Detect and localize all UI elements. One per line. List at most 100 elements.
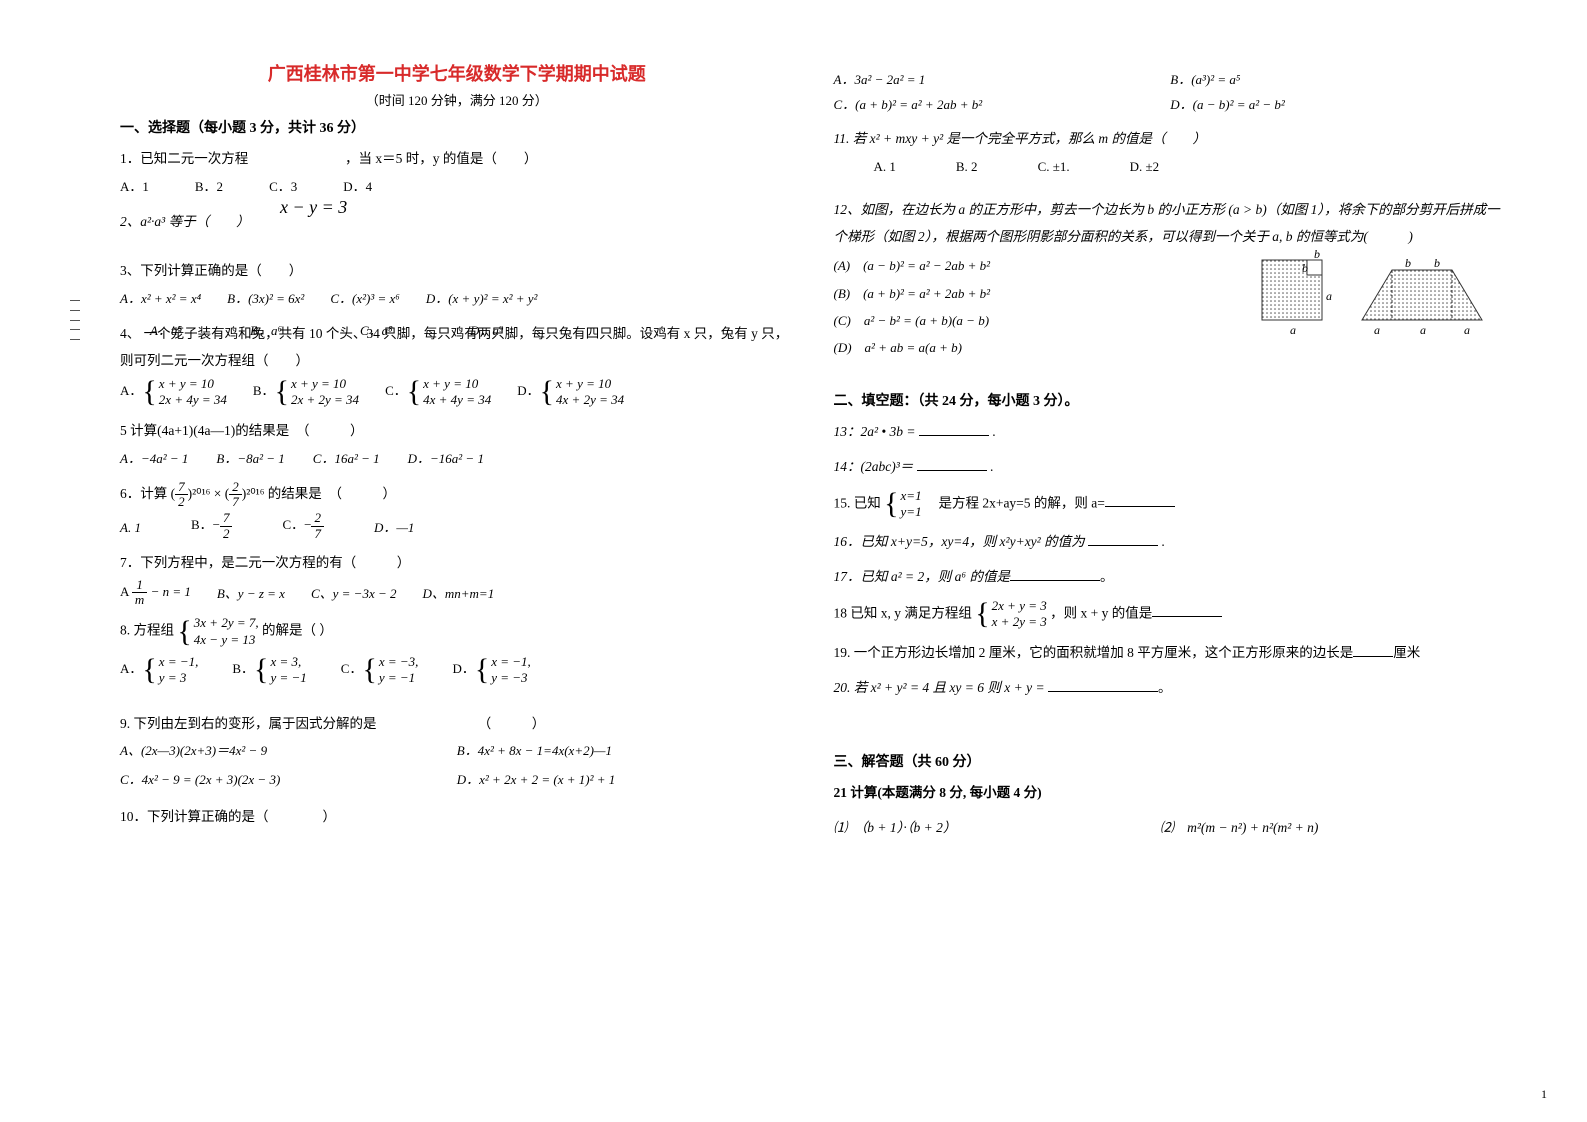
question-20: 20. 若 x² + y² = 4 且 xy = 6 则 x + y = 。 — [834, 674, 1508, 701]
q10-opt-c: C．(a + b)² = a² + 2ab + b² — [834, 93, 1171, 118]
q5-stem: 5 计算(4a+1)(4a—1)的结果是 （ ） — [120, 423, 363, 438]
svg-text:b: b — [1302, 261, 1308, 275]
question-19: 19. 一个正方形边长增加 2 厘米，它的面积就增加 8 平方厘米，这个正方形原… — [834, 639, 1508, 666]
q9-opt-d: D．x² + 2x + 2 = (x + 1)² + 1 — [457, 766, 794, 795]
q13-blank[interactable] — [919, 421, 989, 436]
q4-opt-a: A．{x + y = 102x + 4y = 34 — [120, 376, 227, 409]
question-7: 7．下列方程中，是二元一次方程的有（ ） A 1m − n = 1 B、y − … — [120, 549, 794, 608]
q6-stem-b: )²⁰¹⁶ × ( — [188, 486, 230, 501]
question-17: 17．已知 a² = 2，则 a⁶ 的值是。 — [834, 563, 1508, 590]
q6-opt-c: C．−27 — [282, 511, 324, 541]
question-18: 18 已知 x, y 满足方程组 {2x + y = 3x + 2y = 3 ，… — [834, 598, 1508, 631]
q17-blank[interactable] — [1010, 566, 1100, 581]
q3-opt-c: C．(x²)³ = x⁶ — [330, 286, 399, 312]
question-4: 4、 一个笼子装有鸡和兔，共有 10 个头、34 只脚，每只鸡有两只脚，每只兔有… — [120, 320, 794, 409]
q5-options: A．−4a² − 1 B．−8a² − 1 C．16a² − 1 D．−16a²… — [120, 446, 794, 472]
q2-opt-c-overlap: C．a⁸ — [360, 318, 393, 344]
q4-stem: 4、 一个笼子装有鸡和兔，共有 10 个头、34 只脚，每只鸡有两只脚，每只兔有… — [120, 326, 788, 341]
question-6: 6．计算 (72)²⁰¹⁶ × (27)²⁰¹⁶ 的结果是 （ ） A. 1 B… — [120, 480, 794, 541]
q3-options: A．x² + x² = x⁴ B．(3x)² = 6x² C．(x²)³ = x… — [120, 286, 794, 312]
q11-stem: 11. 若 x² + mxy + y² 是一个完全平方式，那么 m 的值是（ ） — [834, 131, 1207, 146]
question-14: 14：(2abc)³＝ . — [834, 453, 1508, 480]
q11-options: A. 1 B. 2 C. ±1. D. ±2 — [834, 154, 1508, 180]
question-10: 10．下列计算正确的是（ ） — [120, 803, 794, 830]
q3-opt-a: A．x² + x² = x⁴ — [120, 286, 201, 312]
q2-stem: 2、a²·a³ 等于（ ） — [120, 214, 250, 229]
question-2: 2、a²·a³ 等于（ ） — [120, 208, 794, 235]
q10-options-block: A．3a² − 2a² = 1 B．(a³)² = a⁵ C．(a + b)² … — [834, 68, 1508, 117]
q1-stem-b: ，当 x＝5 时，y 的值是（ ） — [345, 151, 537, 166]
q2-opt-b-overlap: B．a⁶ — [250, 318, 282, 344]
q19-blank[interactable] — [1353, 642, 1393, 657]
q6-opt-b: B．−72 — [191, 511, 233, 541]
q1-stem-a: 1．已知二元一次方程 — [120, 151, 248, 166]
q12-svg: b a a b b b a a a — [1257, 250, 1497, 340]
svg-text:a: a — [1464, 323, 1470, 337]
q4-opt-d: D．{x + y = 104x + 2y = 34 — [517, 376, 624, 409]
question-1: 1．已知二元一次方程 ，当 x＝5 时，y 的值是（ ） A．1 B．2 C．3… — [120, 145, 794, 200]
question-9: 9. 下列由左到右的变形，属于因式分解的是 （ ） A、(2x—3)(2x+3)… — [120, 710, 794, 794]
q8-options: A．{x = −1,y = 3 B．{x = 3,y = −1 C．{x = −… — [120, 654, 794, 687]
q7-opt-c: C、y = −3x − 2 — [311, 581, 397, 607]
q3-opt-d: D．(x + y)² = x² + y² — [426, 286, 538, 312]
q6-stem-a: 6．计算 ( — [120, 486, 175, 501]
question-21-parts: ⑴ （b + 1）·（b + 2） ⑵ m²(m − n²) + n²(m² +… — [834, 814, 1508, 841]
q1-opt-a: A．1 — [120, 174, 169, 200]
q7-options: A 1m − n = 1 B、y − z = x C、y = −3x − 2 D… — [120, 578, 794, 608]
q8-opt-d: D．{x = −1,y = −3 — [452, 654, 530, 687]
question-8: 8. 方程组 {3x + 2y = 7,4x − y = 13 的解是（ ） A… — [120, 615, 794, 686]
svg-text:a: a — [1420, 323, 1426, 337]
q10-options: A．3a² − 2a² = 1 B．(a³)² = a⁵ C．(a + b)² … — [834, 68, 1508, 117]
q11-opt-b: B. 2 — [956, 154, 978, 180]
q9-options: A、(2x—3)(2x+3)＝4x² − 9 B．4x² + 8x − 1=4x… — [120, 737, 794, 794]
svg-text:a: a — [1374, 323, 1380, 337]
svg-text:b: b — [1434, 256, 1440, 270]
svg-text:a: a — [1326, 289, 1332, 303]
question-5: 5 计算(4a+1)(4a—1)的结果是 （ ） A．−4a² − 1 B．−8… — [120, 417, 794, 472]
q21-part-1: ⑴ （b + 1）·（b + 2） — [834, 814, 1157, 841]
left-column: 广西桂林市第一中学七年级数学下学期期中试题 （时间 120 分钟，满分 120 … — [100, 60, 814, 1082]
exam-title: 广西桂林市第一中学七年级数学下学期期中试题 — [120, 60, 794, 86]
q21-part-2: ⑵ m²(m − n²) + n²(m² + n) — [1160, 814, 1318, 841]
q9-opt-a: A、(2x—3)(2x+3)＝4x² − 9 — [120, 737, 457, 766]
q9-opt-b: B．4x² + 8x − 1=4x(x+2)—1 — [457, 737, 794, 766]
q20-blank[interactable] — [1048, 677, 1158, 692]
q11-opt-d: D. ±2 — [1130, 154, 1160, 180]
q5-opt-a: A．−4a² − 1 — [120, 446, 188, 472]
q16-blank[interactable] — [1088, 531, 1158, 546]
q14-blank[interactable] — [917, 456, 987, 471]
q4-stem-2: 则可列二元一次方程组（ ） — [120, 347, 794, 374]
svg-text:b: b — [1405, 256, 1411, 270]
q7-opt-a: A 1m − n = 1 — [120, 578, 191, 608]
q6-stem-c: )²⁰¹⁶ 的结果是 （ ） — [242, 486, 396, 501]
q18-blank[interactable] — [1152, 602, 1222, 617]
q6-options: A. 1 B．−72 C．−27 D．—1 — [120, 511, 794, 541]
q10-opt-a: A．3a² − 2a² = 1 — [834, 68, 1171, 93]
q8-stem-a: 8. 方程组 — [120, 623, 174, 638]
q3-opt-b: B．(3x)² = 6x² — [227, 286, 304, 312]
q10-opt-b: B．(a³)² = a⁵ — [1170, 68, 1507, 93]
q12-stem: 12、如图，在边长为 a 的正方形中，剪去一个边长为 b 的小正方形 (a > … — [834, 202, 1500, 244]
q8-opt-c: C．{x = −3,y = −1 — [341, 654, 419, 687]
q1-options: A．1 B．2 C．3 D．4 — [120, 174, 794, 200]
q1-opt-b: B．2 — [195, 174, 243, 200]
q9-stem: 9. 下列由左到右的变形，属于因式分解的是 （ ） — [120, 716, 545, 731]
q12-figures: b a a b b b a a a — [1257, 250, 1497, 340]
q2-opt-d-overlap: D．a⁹ — [470, 318, 503, 344]
q8-stem-b: 的解是（ ） — [262, 623, 333, 638]
svg-text:b: b — [1314, 250, 1320, 261]
q15-blank[interactable] — [1105, 492, 1175, 507]
q11-opt-a: A. 1 — [874, 154, 896, 180]
right-column: A．3a² − 2a² = 1 B．(a³)² = a⁵ C．(a + b)² … — [814, 60, 1528, 1082]
q6-opt-a: A. 1 — [120, 515, 141, 541]
q7-opt-b: B、y − z = x — [217, 581, 285, 607]
svg-text:a: a — [1290, 323, 1296, 337]
q4-opt-c: C．{x + y = 104x + 4y = 34 — [385, 376, 491, 409]
question-21-head: 21 计算(本题满分 8 分, 每小题 4 分) — [834, 779, 1508, 806]
q5-opt-d: D．−16a² − 1 — [408, 446, 484, 472]
q11-opt-c: C. ±1. — [1038, 154, 1070, 180]
q7-opt-d: D、mn+m=1 — [422, 581, 494, 607]
question-15: 15. 已知 {x=1y=1 是方程 2x+ay=5 的解，则 a= — [834, 488, 1508, 521]
q1-opt-d: D．4 — [343, 174, 392, 200]
q8-opt-a: A．{x = −1,y = 3 — [120, 654, 198, 687]
